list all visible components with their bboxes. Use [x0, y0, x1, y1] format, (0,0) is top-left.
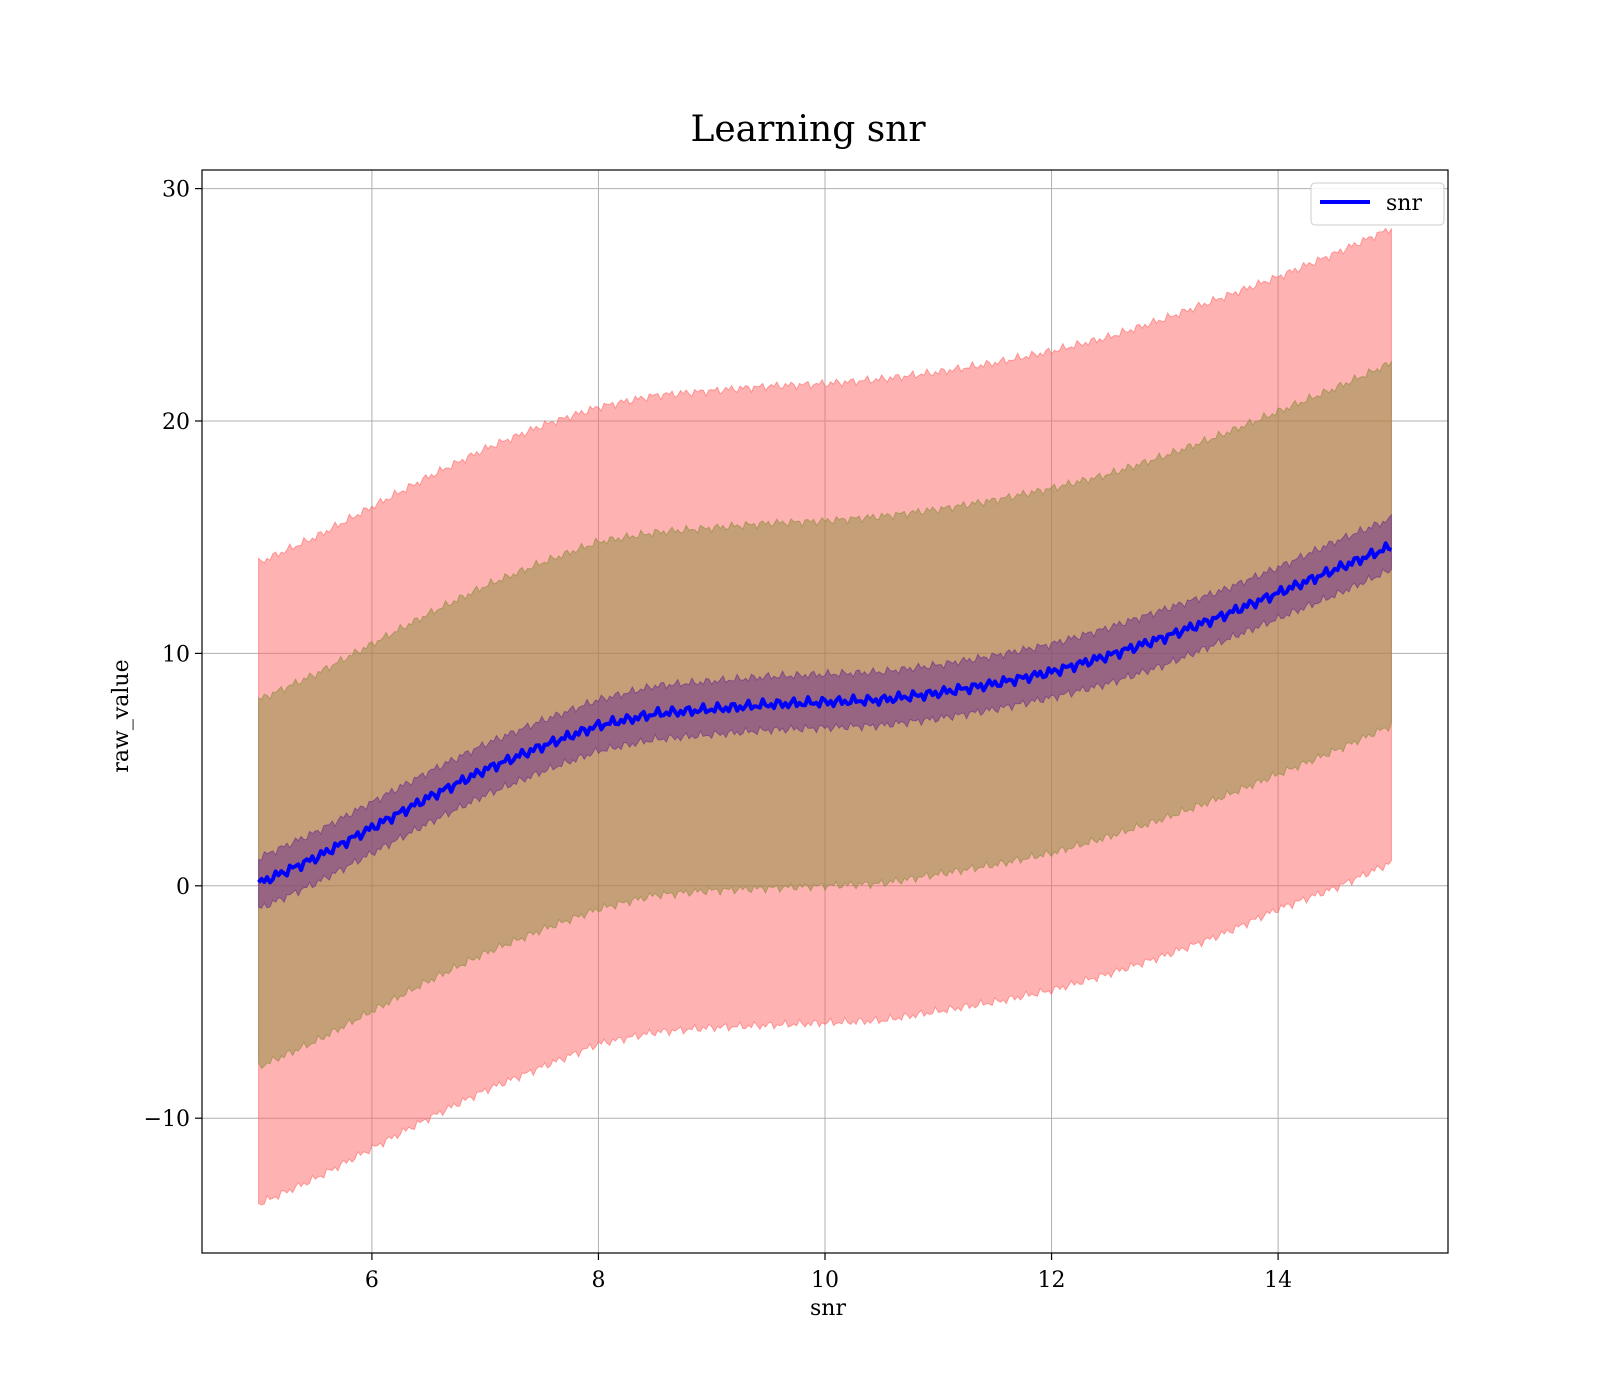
y-tick-label: 30: [162, 178, 190, 203]
y-tick-label: 20: [162, 410, 190, 435]
confidence-band-3: [258, 513, 1392, 909]
x-tick-label: 12: [1038, 1268, 1066, 1293]
series-line-snr: [257, 541, 1393, 885]
band-layer: [258, 227, 1392, 1206]
line-layer: [257, 541, 1393, 885]
x-tick-label: 14: [1264, 1268, 1292, 1293]
y-axis-label: raw_value: [109, 659, 134, 772]
legend-box: [1310, 182, 1445, 226]
x-axis-ticks: 6 8 10 12 14: [365, 1253, 1292, 1293]
y-tick-label: 10: [162, 642, 190, 667]
legend-label: snr: [1386, 191, 1422, 216]
legend: snr: [1310, 182, 1445, 226]
x-tick-label: 8: [591, 1268, 605, 1293]
y-tick-label: 0: [176, 875, 190, 900]
y-tick-label: −10: [144, 1107, 190, 1132]
x-axis-label: snr: [810, 1296, 846, 1321]
x-tick-label: 6: [365, 1268, 379, 1293]
y-axis-ticks: −10 0 10 20 30: [144, 178, 202, 1132]
chart-title: Learning snr: [690, 109, 926, 150]
x-tick-label: 10: [811, 1268, 839, 1293]
